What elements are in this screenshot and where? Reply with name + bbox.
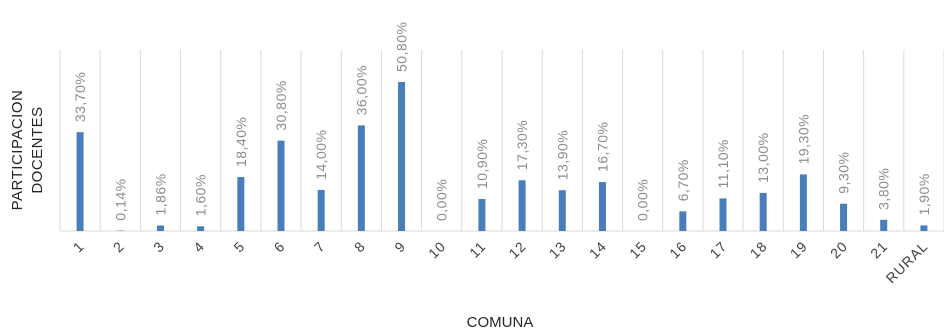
x-tick-label: 16	[666, 238, 690, 262]
x-tick-label: 11	[466, 238, 489, 261]
bar-comuna-16	[679, 211, 687, 231]
bar-comuna-21	[880, 219, 888, 231]
data-label: 16,70%	[594, 122, 610, 172]
x-tick-label: 8	[351, 238, 369, 256]
bar-comuna-20	[840, 203, 848, 231]
bar-comuna-rural	[920, 225, 928, 231]
data-label: 1,86%	[152, 173, 168, 215]
x-tick-label: 2	[110, 238, 128, 256]
bar-comuna-1	[76, 132, 84, 231]
x-axis-label: COMUNA	[467, 314, 534, 331]
x-tick-label: 18	[747, 238, 771, 262]
data-label: 10,90%	[474, 139, 490, 189]
data-labels: 33,70% 0,14% 1,86% 1,60% 18,40% 30,80% 14,00% 3…	[72, 22, 932, 221]
x-tick-label: 5	[230, 238, 248, 256]
bars	[76, 82, 928, 231]
data-label: 18,40%	[233, 117, 249, 167]
x-tick-label: 7	[311, 238, 329, 256]
x-tick-label: 15	[626, 238, 650, 262]
bar-comuna-3	[156, 225, 164, 231]
x-tick-label: 21	[867, 238, 891, 262]
data-label: 19,30%	[795, 114, 811, 164]
bar-comuna-4	[197, 226, 205, 231]
x-tick-label: 12	[505, 238, 529, 262]
x-tick-label: 9	[391, 238, 409, 256]
data-label: 30,80%	[273, 80, 289, 130]
bar-comuna-12	[518, 180, 526, 231]
data-label: 36,00%	[353, 65, 369, 115]
x-tick-label: 4	[190, 238, 208, 256]
bar-comuna-8	[357, 125, 365, 231]
bar-comuna-19	[799, 174, 807, 231]
data-label: 1,60%	[193, 174, 209, 216]
data-label: 1,90%	[916, 173, 932, 215]
bar-comuna-18	[759, 192, 767, 231]
data-label: 9,30%	[836, 152, 852, 194]
x-tick-label: 10	[425, 238, 449, 262]
x-tick-label: RURAL	[883, 238, 931, 286]
x-tick-label: 13	[546, 238, 570, 262]
bar-comuna-5	[237, 177, 245, 231]
x-tick-label: 14	[586, 238, 610, 262]
y-axis-label-line-2: DOCENTES	[29, 106, 46, 193]
bar-comuna-9	[398, 82, 406, 231]
data-label: 17,30%	[514, 120, 530, 170]
x-tick-label: 1	[70, 238, 88, 256]
x-tick-label: 19	[787, 238, 811, 262]
bar-comuna-7	[317, 189, 325, 231]
data-label: 0,00%	[635, 179, 651, 221]
x-tick-label: 3	[150, 238, 168, 256]
data-label: 13,90%	[554, 130, 570, 180]
data-label: 0,14%	[112, 178, 128, 220]
bar-comuna-14	[598, 182, 606, 231]
bar-comuna-17	[719, 198, 727, 231]
x-tick-label: 6	[271, 238, 289, 256]
grid-lines	[59, 50, 944, 231]
data-label: 13,00%	[755, 132, 771, 182]
data-label: 50,80%	[394, 22, 410, 72]
bar-comuna-13	[558, 190, 566, 231]
x-tick-label: 20	[827, 238, 851, 262]
data-label: 14,00%	[313, 129, 329, 179]
data-label: 3,80%	[876, 168, 892, 210]
y-axis-label-line-1: PARTICIPACION	[9, 90, 26, 211]
data-label: 33,70%	[72, 72, 88, 122]
bar-comuna-6	[277, 140, 285, 231]
x-tick-label: 17	[706, 238, 730, 262]
data-label: 11,10%	[715, 139, 731, 188]
bar-comuna-11	[478, 199, 486, 231]
data-label: 6,70%	[675, 159, 691, 201]
data-label: 0,00%	[434, 179, 450, 221]
